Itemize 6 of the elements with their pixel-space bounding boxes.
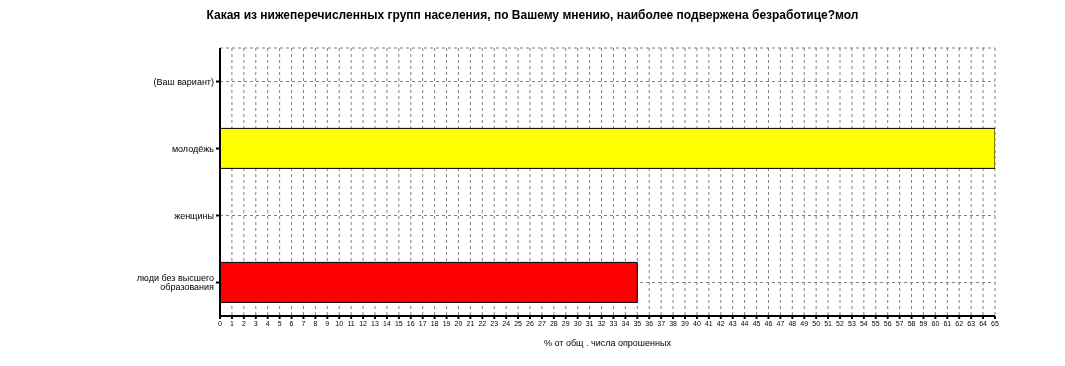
chart-title: Какая из нижеперечисленных групп населения, по Вашему мнению, наиболее подвержена безработице?мол [205,8,860,24]
y-tick-label: женщины [174,210,214,221]
x-axis-title: % от общ . числа опрошенных [544,338,672,348]
y-tick-label: люди без высшего образования [136,273,215,293]
y-tick-label: (Ваш вариант) [153,76,214,87]
y-tick-label: молодёжь [171,143,215,154]
